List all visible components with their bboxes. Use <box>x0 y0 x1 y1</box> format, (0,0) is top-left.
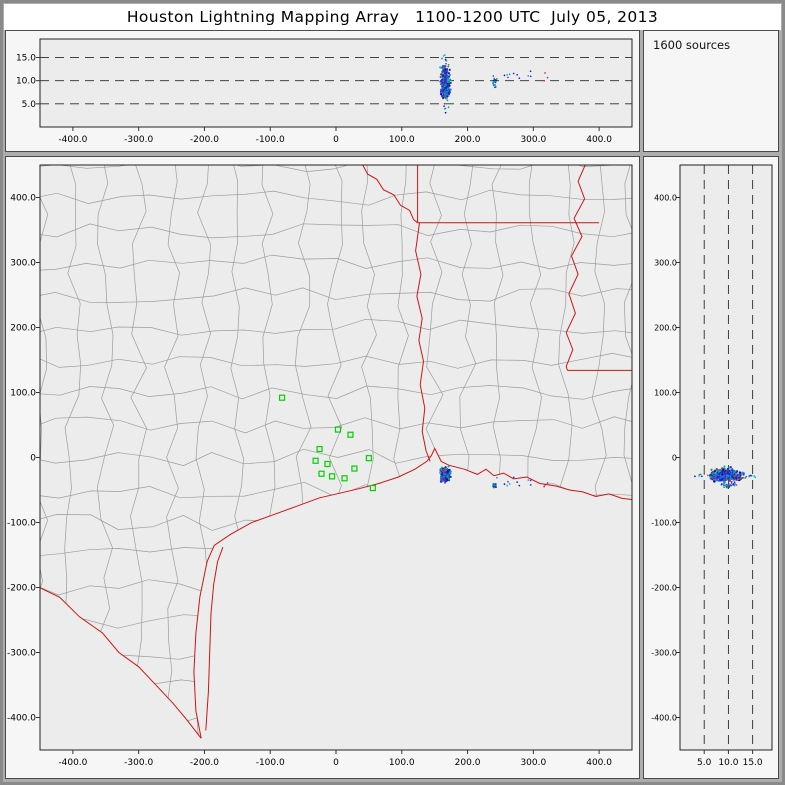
y-axis-ticks: 15.0 10.0 5.0 <box>16 54 40 110</box>
svg-text:10.0: 10.0 <box>718 758 738 768</box>
altitude-ew-panel: 15.0 10.0 5.0 -400.0 -300.0 -200.0 -100.0 0 100.… <box>5 30 640 152</box>
svg-text:0: 0 <box>333 135 339 145</box>
svg-text:-200.0: -200.0 <box>651 584 677 593</box>
svg-text:-300.0: -300.0 <box>7 649 36 659</box>
svg-text:0: 0 <box>30 454 36 464</box>
svg-text:-100.0: -100.0 <box>651 519 677 528</box>
svg-text:100.0: 100.0 <box>389 758 415 768</box>
page-title: Houston Lightning Mapping Array 1100-120… <box>4 4 781 30</box>
altitude-ns-panel: 400.0 300.0 200.0 100.0 0 -100.0 -200.0 -300.0 -… <box>643 156 779 779</box>
source-count-panel: 1600 sources <box>643 30 779 152</box>
svg-text:300.0: 300.0 <box>520 135 546 145</box>
y-axis-ticks: 400.0 300.0 200.0 100.0 0 -100.0 -200.0 -300.0 -… <box>651 194 680 723</box>
svg-text:5.0: 5.0 <box>697 758 712 768</box>
svg-text:400.0: 400.0 <box>654 194 677 203</box>
svg-text:-100.0: -100.0 <box>7 519 36 529</box>
svg-text:100.0: 100.0 <box>389 135 415 145</box>
svg-text:400.0: 400.0 <box>586 758 612 768</box>
altitude-gridlines <box>40 57 632 105</box>
altitude-ew-plot[interactable]: 15.0 10.0 5.0 -400.0 -300.0 -200.0 -100.0 0 100.… <box>6 31 639 151</box>
svg-text:-300.0: -300.0 <box>124 758 153 768</box>
x-axis-ticks: 5.0 10.0 15.0 <box>697 750 763 768</box>
svg-text:15.0: 15.0 <box>16 54 36 64</box>
svg-text:15.0: 15.0 <box>743 758 763 768</box>
svg-text:-300.0: -300.0 <box>651 649 677 658</box>
svg-text:-200.0: -200.0 <box>190 758 219 768</box>
plot-background <box>680 165 772 750</box>
altitude-ns-plot[interactable]: 400.0 300.0 200.0 100.0 0 -100.0 -200.0 -300.0 -… <box>644 157 778 778</box>
svg-text:400.0: 400.0 <box>10 194 36 204</box>
plan-view-plot[interactable]: 400.0300.0200.0100.00-100.0-200.0-300.0-… <box>6 157 639 778</box>
lightning-sources-plan <box>439 465 549 489</box>
plot-background <box>40 165 632 750</box>
svg-text:200.0: 200.0 <box>455 135 481 145</box>
svg-text:-400.0: -400.0 <box>651 714 677 723</box>
svg-text:-200.0: -200.0 <box>190 135 219 145</box>
svg-text:300.0: 300.0 <box>10 259 36 269</box>
svg-text:100.0: 100.0 <box>10 389 36 399</box>
svg-text:300.0: 300.0 <box>654 259 677 268</box>
svg-text:-400.0: -400.0 <box>7 714 36 724</box>
source-count-label: 1600 sources <box>653 38 731 52</box>
lma-stations <box>278 394 376 492</box>
svg-text:0: 0 <box>333 758 339 768</box>
plot-background <box>40 39 632 127</box>
svg-text:100.0: 100.0 <box>654 389 677 398</box>
svg-text:-400.0: -400.0 <box>58 758 87 768</box>
state-borders <box>40 165 632 739</box>
lightning-sources-ew <box>439 54 549 114</box>
lightning-sources-ns <box>694 465 757 489</box>
x-axis-ticks: -400.0 -300.0 -200.0 -100.0 0 100.0 200.0 300.0… <box>58 750 612 768</box>
svg-text:200.0: 200.0 <box>10 324 36 334</box>
svg-text:10.0: 10.0 <box>16 77 36 87</box>
svg-text:-400.0: -400.0 <box>58 135 87 145</box>
svg-text:300.0: 300.0 <box>520 758 546 768</box>
svg-text:200.0: 200.0 <box>455 758 481 768</box>
svg-text:5.0: 5.0 <box>22 100 37 110</box>
altitude-gridlines <box>703 165 754 750</box>
svg-text:200.0: 200.0 <box>654 324 677 333</box>
plan-view-panel: 400.0 300.0 200.0 100.0 0 -100.0 -200.0 -300.0-… <box>5 156 640 779</box>
svg-text:-100.0: -100.0 <box>256 758 285 768</box>
y-axis-ticks: 400.0 300.0 200.0 100.0 0 -100.0 -200.0 -300.0 -… <box>7 194 40 724</box>
svg-text:-200.0: -200.0 <box>7 584 36 594</box>
x-axis-ticks: -400.0 -300.0 -200.0 -100.0 0 100.0 200.0 300.0… <box>58 127 612 145</box>
svg-text:0: 0 <box>672 454 677 463</box>
svg-text:400.0: 400.0 <box>586 135 612 145</box>
svg-text:-100.0: -100.0 <box>256 135 285 145</box>
svg-text:-300.0: -300.0 <box>124 135 153 145</box>
